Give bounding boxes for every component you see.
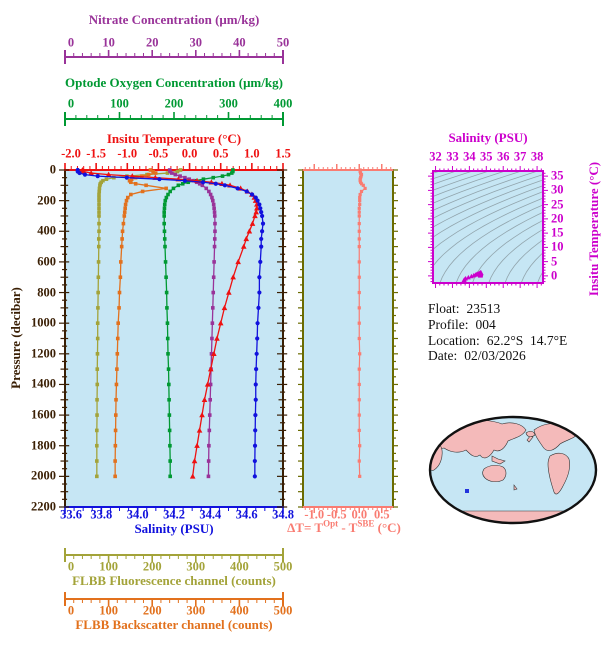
delta-formula-mid: - T: [338, 520, 358, 535]
fluorescence-axis-title: FLBB Fluorescence channel (counts): [72, 573, 276, 588]
delta-formula-sup-opt: Opt: [323, 518, 339, 529]
tick-label: 1800: [31, 438, 56, 453]
tick-label: 0: [551, 268, 558, 283]
tick-label: 600: [37, 254, 56, 269]
tick-label: 35: [551, 168, 564, 183]
tick-label: 0: [67, 603, 75, 618]
location-label: Location:: [428, 332, 480, 348]
date-label: Date:: [428, 348, 458, 364]
tick-label: 50: [276, 35, 290, 50]
tick-label: 200: [37, 193, 56, 208]
tick-label: 0: [67, 96, 75, 111]
tick-label: 100: [99, 559, 118, 574]
tick-label: 500: [273, 559, 293, 574]
tick-label: 400: [37, 223, 56, 238]
tick-label: 300: [219, 96, 238, 111]
tick-label: 10: [551, 239, 564, 254]
tick-label: -1.0: [117, 146, 138, 161]
tick-label: 34: [463, 149, 476, 164]
tick-label: 38: [530, 149, 544, 164]
nitrate-axis-title: Nitrate Concentration (μm/kg): [88, 12, 260, 27]
float-label: Float:: [428, 301, 460, 316]
location-row: Location: 62.2°S 14.7°E: [428, 333, 567, 349]
tick-label: 100: [99, 603, 118, 618]
tick-label: 0.0: [181, 146, 198, 161]
tick-label: 0: [67, 35, 75, 50]
date-value: 02/03/2026: [464, 348, 526, 364]
tick-label: 200: [164, 96, 184, 111]
world-map: [428, 415, 598, 525]
tick-label: 36: [496, 149, 510, 164]
tick-label: 1.5: [275, 146, 291, 161]
tick-label: 2000: [31, 468, 56, 483]
tick-label: 100: [110, 96, 129, 111]
tick-label: 1.0: [244, 146, 260, 161]
tick-label: 2200: [31, 499, 56, 514]
tick-label: 30: [189, 35, 203, 50]
salinity-axis-title: Salinity (PSU): [134, 521, 214, 536]
float-value: 23513: [466, 301, 501, 316]
tick-label: 300: [186, 559, 206, 574]
tick-label: 800: [37, 285, 56, 300]
tick-label: 34.4: [199, 507, 222, 522]
tick-label: 37: [513, 149, 527, 164]
tick-label: 1400: [31, 376, 56, 391]
delta-formula-prefix: ΔT= T: [287, 520, 324, 535]
float-info-block: Float: 23513 Profile: 004 Location: 62.2°S …: [428, 301, 567, 364]
tick-label: -2.0: [61, 146, 81, 161]
tick-label: -0.5: [148, 146, 169, 161]
tick-label: 34.0: [126, 507, 149, 522]
tick-label: 0: [49, 162, 56, 177]
oxygen-axis-title: Optode Oxygen Concentration (μm/kg): [65, 75, 283, 90]
tick-label: 1200: [31, 346, 56, 361]
delta-t-formula: ΔT= TOpt - TSBE (°C): [283, 518, 405, 535]
date-row: Date: 02/03/2026: [428, 348, 567, 364]
tick-label: 33.8: [90, 507, 113, 522]
tick-label: 33.6: [60, 507, 82, 522]
backscatter-axis-title: FLBB Backscatter channel (counts): [75, 617, 273, 632]
delta-formula-suffix: (°C): [374, 520, 401, 535]
float-id-row: Float: 23513: [428, 301, 567, 317]
tick-label: -1.5: [86, 146, 107, 161]
tick-label: 33: [446, 149, 459, 164]
tick-label: 20: [551, 211, 564, 226]
tick-label: -0.5: [326, 507, 347, 522]
location-value: 62.2°S 14.7°E: [486, 332, 568, 348]
tick-label: 32: [429, 149, 442, 164]
tick-label: 0.5: [212, 146, 229, 161]
tick-label: 5: [551, 254, 558, 269]
temperature-axis-title: Insitu Temperature (°C): [106, 131, 242, 146]
tick-label: 34.8: [272, 507, 294, 522]
tick-label: 500: [273, 603, 293, 618]
tick-label: 400: [273, 96, 293, 111]
tick-label: 15: [551, 225, 564, 240]
tick-label: 40: [233, 35, 246, 50]
tick-label: 200: [142, 603, 162, 618]
tick-label: 10: [102, 35, 115, 50]
tick-label: 200: [142, 559, 162, 574]
tick-label: 20: [145, 35, 159, 50]
tick-label: 0.0: [351, 507, 368, 522]
delta-formula-sup-sbe: SBE: [357, 518, 375, 529]
tick-label: -1.0: [304, 507, 325, 522]
tick-label: 25: [551, 197, 564, 212]
tick-label: 30: [551, 182, 564, 197]
tick-label: 1600: [31, 407, 56, 422]
ts-plot-title: Salinity (PSU): [448, 130, 528, 145]
profile-row: Profile: 004: [428, 317, 567, 333]
tick-label: 0.5: [373, 507, 390, 522]
tick-label: 0: [67, 559, 75, 574]
tick-label: 1000: [31, 315, 56, 330]
tick-label: 400: [230, 559, 249, 574]
tick-label: 400: [230, 603, 249, 618]
tick-label: 300: [186, 603, 206, 618]
profile-label: Profile:: [428, 316, 469, 332]
tick-label: 34.2: [163, 507, 185, 522]
profile-value: 004: [475, 316, 496, 332]
tick-label: 35: [480, 149, 493, 164]
tick-label: 34.6: [235, 507, 258, 522]
